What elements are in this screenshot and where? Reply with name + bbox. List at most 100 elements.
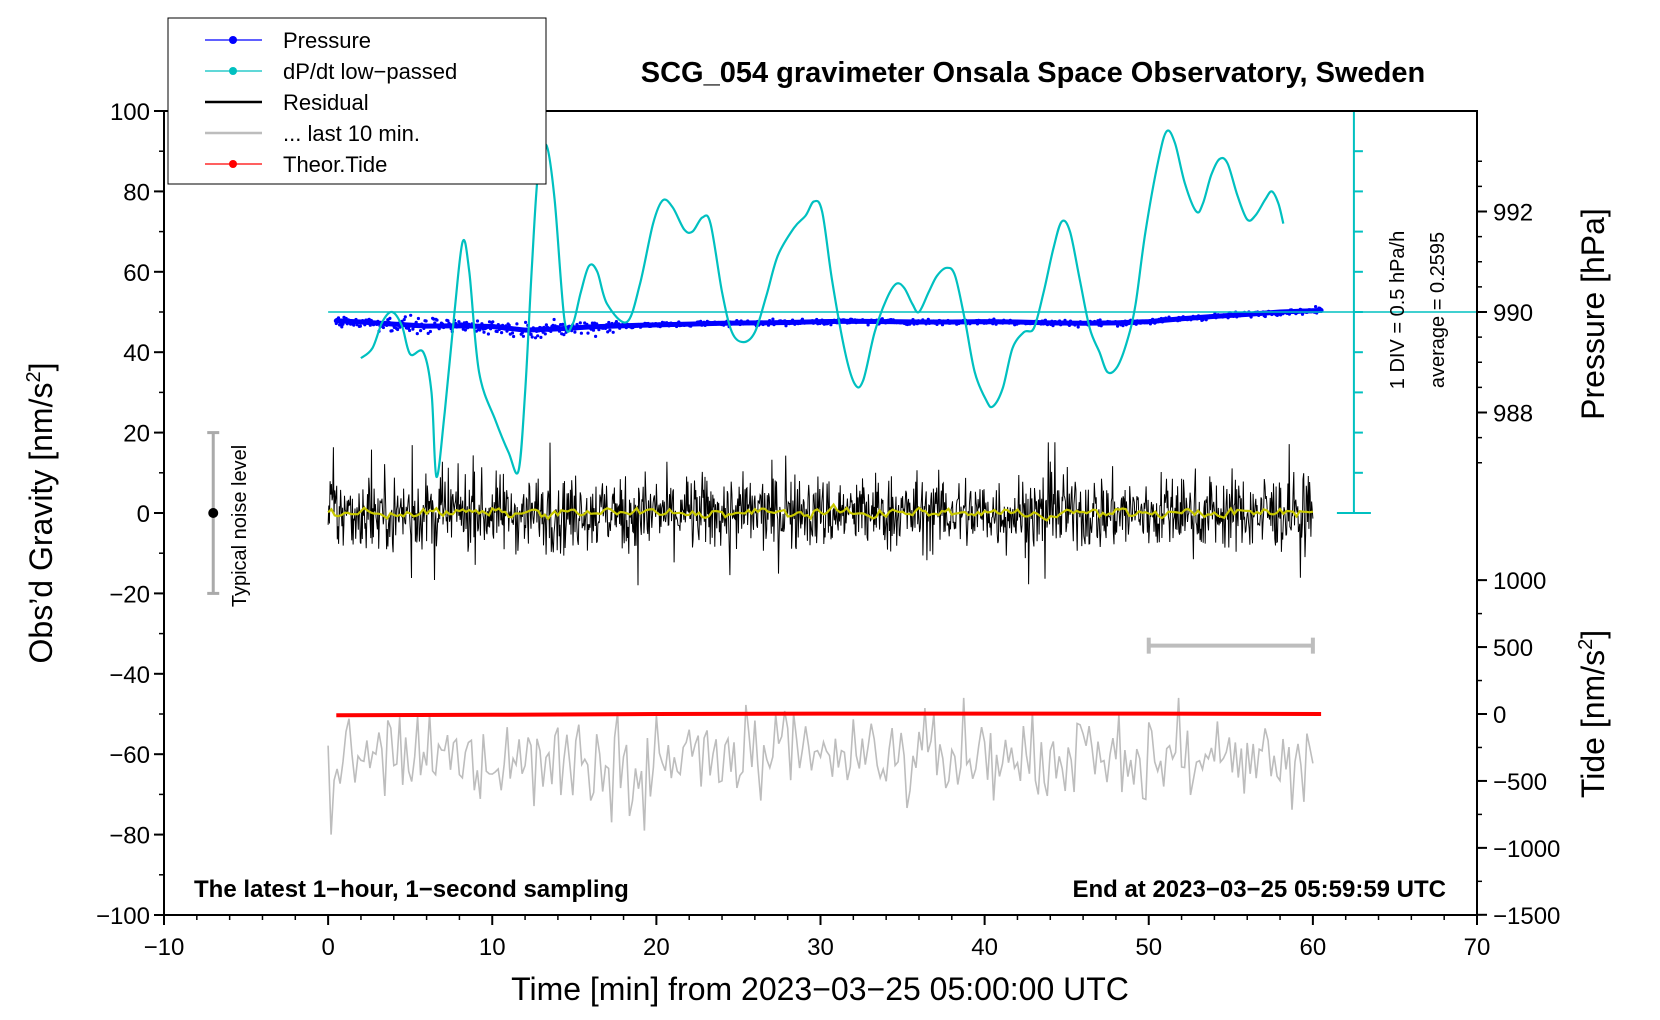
series-pressure-point (424, 319, 428, 323)
series-pressure-point (478, 328, 482, 332)
noise-bar-point (208, 508, 219, 518)
series-pressure-point (419, 329, 423, 333)
dpdt-scale-label-average: average = 0.2595 (1427, 232, 1449, 388)
series-pressure-point (815, 317, 819, 322)
y-tick-label: 20 (123, 421, 150, 448)
series-residual-smoothed-line (327, 502, 1314, 522)
series-pressure-point (578, 321, 582, 325)
series-pressure-point (911, 318, 915, 322)
series-pressure-point (446, 319, 450, 323)
series-pressure-point (495, 329, 499, 334)
series-pressure-point (675, 324, 679, 329)
y-tick-label: 0 (137, 501, 150, 528)
series-pressure-point (536, 334, 540, 338)
legend-label: dP/dt low−passed (283, 59, 457, 84)
series-pressure-point (1041, 322, 1045, 326)
series-pressure-point (1233, 313, 1237, 317)
series-pressure-point (393, 323, 397, 327)
series-pressure-point (562, 333, 566, 337)
series-pressure-point (646, 321, 650, 326)
series-pressure-point (784, 324, 788, 328)
series-pressure-point (556, 325, 561, 329)
series-pressure-point (608, 328, 612, 332)
legend-marker (229, 160, 237, 168)
y-tick-label: −60 (109, 742, 150, 769)
y-tick-label: 100 (110, 99, 150, 126)
series-pressure-point (341, 322, 345, 326)
legend-marker (229, 36, 237, 44)
series-pressure-point (426, 331, 430, 335)
series-pressure-point (765, 321, 770, 325)
series-pressure-point (543, 332, 547, 336)
series-pressure-point (603, 326, 608, 330)
series-pressure-point (829, 323, 833, 327)
series-pressure-point (1314, 305, 1318, 309)
series-pressure-point (493, 324, 497, 328)
series-dpdt-line (360, 129, 1285, 478)
series-pressure-point (1201, 318, 1205, 322)
dpdt-scale-label-div: 1 DIV = 0.5 hPa/h (1387, 231, 1409, 389)
series-pressure-point (421, 323, 425, 327)
x-tick-label: −10 (144, 934, 185, 961)
series-pressure-point (356, 320, 360, 324)
series-pressure-point (480, 322, 484, 326)
x-tick-label: 20 (643, 934, 670, 961)
series-pressure-point (1263, 314, 1267, 319)
series-pressure-point (402, 318, 406, 322)
y-tick-label: −40 (109, 662, 150, 689)
series-pressure-point (1007, 321, 1011, 325)
series-pressure-point (599, 324, 603, 328)
series-pressure-point (776, 321, 781, 325)
series-pressure-point (618, 326, 622, 330)
series-pressure-point (416, 316, 420, 321)
y-tick-label: −80 (109, 823, 150, 850)
series-pressure-point (515, 322, 519, 326)
series-pressure-point (504, 324, 508, 328)
series-pressure-point (529, 332, 533, 336)
series-pressure-point (1063, 318, 1067, 322)
series-group (327, 129, 1324, 835)
y-tick-label: −100 (96, 903, 150, 930)
series-pressure-point (503, 327, 507, 331)
series-pressure-point (403, 315, 407, 319)
series-pressure-point (584, 325, 588, 329)
tide-tick-label: −500 (1493, 769, 1547, 796)
series-pressure-point (1226, 316, 1230, 320)
series-pressure-point (409, 313, 413, 317)
series-pressure-point (1126, 322, 1131, 326)
series-pressure-point (1134, 322, 1138, 326)
series-pressure-point (358, 324, 362, 328)
series-pressure-point (591, 328, 596, 332)
series-pressure-point (699, 319, 703, 323)
series-pressure-point (926, 317, 930, 321)
series-pressure-point (520, 331, 524, 335)
series-pressure-point (505, 329, 509, 333)
series-pressure-point (1123, 319, 1127, 323)
tide-tick-label: 500 (1493, 635, 1533, 662)
series-pressure-point (489, 327, 493, 331)
series-pressure-point (607, 320, 611, 325)
series-pressure-point (518, 328, 522, 332)
series-pressure-point (384, 320, 388, 324)
series-pressure-point (1300, 312, 1305, 316)
series-pressure-point (429, 325, 434, 329)
series-pressure-point (606, 330, 610, 334)
series-pressure-point (411, 327, 415, 331)
series-pressure-point (381, 325, 385, 330)
series-pressure-point (539, 335, 543, 339)
series-pressure-point (475, 319, 480, 323)
series-pressure-point (491, 320, 495, 324)
series-pressure-point (497, 327, 501, 331)
plot-frame (163, 110, 1478, 916)
series-pressure-point (594, 334, 598, 338)
series-pressure-point (574, 327, 578, 331)
series-pressure-point (428, 329, 432, 334)
series-pressure-point (464, 320, 469, 325)
y-axis-title-gravity-sup: 2 (23, 371, 45, 382)
y-axis-title-tide-close: ] (1575, 630, 1611, 639)
series-pressure-point (1067, 323, 1071, 327)
series-pressure-point (376, 319, 380, 323)
series-pressure-point (398, 325, 402, 329)
series-pressure-point (820, 318, 824, 322)
